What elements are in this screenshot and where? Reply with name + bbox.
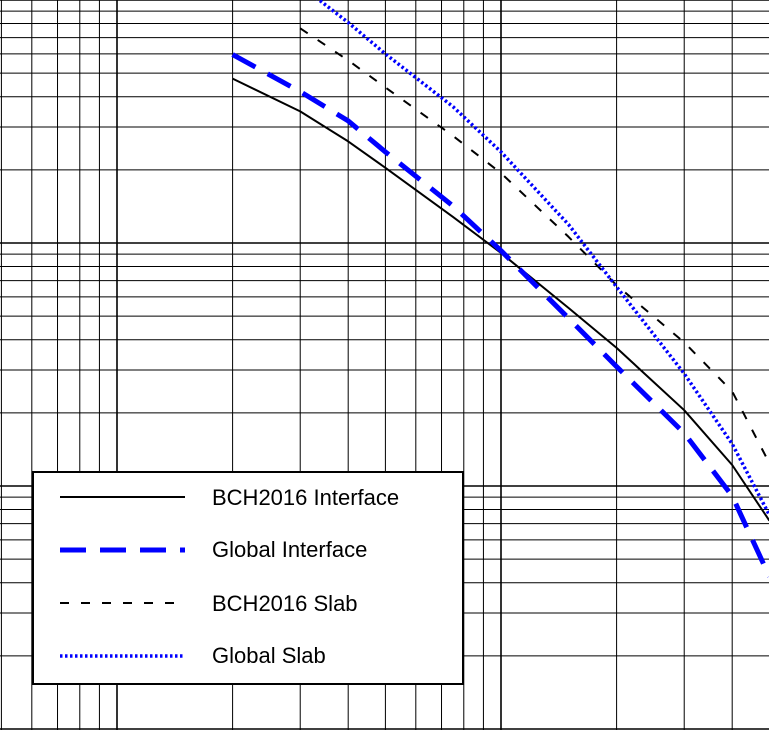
legend: BCH2016 Interface Global Interface BCH20… bbox=[32, 471, 464, 685]
series-line-global-slab bbox=[316, 0, 769, 516]
legend-box bbox=[32, 471, 464, 685]
series-layer bbox=[231, 0, 769, 578]
legend-label-global-interface: Global Interface bbox=[212, 537, 367, 562]
legend-label-bch2016-slab: BCH2016 Slab bbox=[212, 591, 358, 616]
series-line-bch2016-slab bbox=[299, 27, 769, 464]
series-line-global-interface bbox=[231, 52, 769, 578]
legend-label-bch2016-interface: BCH2016 Interface bbox=[212, 485, 399, 510]
legend-label-global-slab: Global Slab bbox=[212, 643, 326, 668]
